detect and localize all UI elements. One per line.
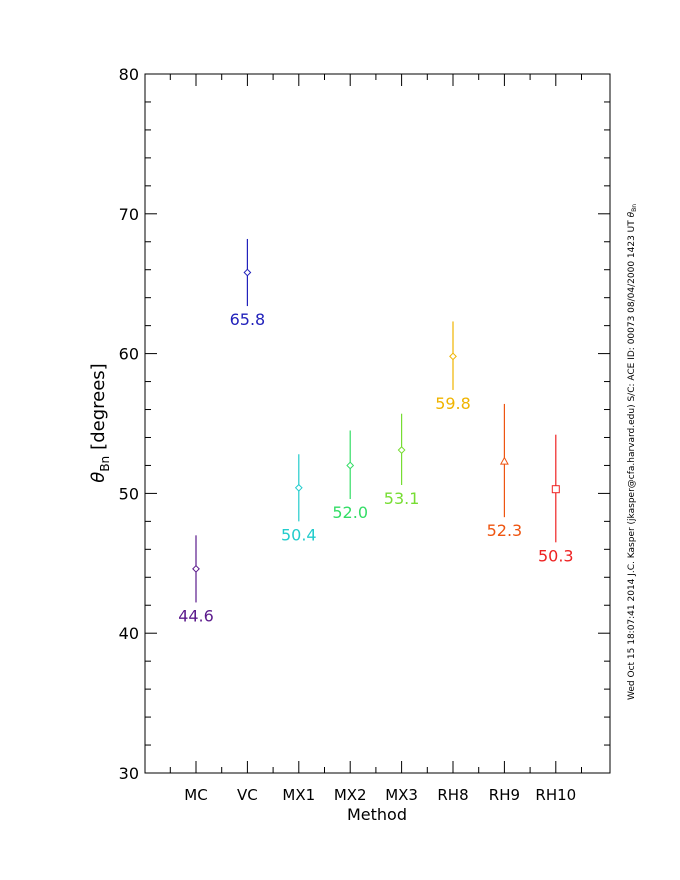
axes: 30 40 50 60 70 80 MC VC MX1 MX2 MX3 RH8 RH9 RH10	[119, 65, 610, 804]
x-tick-label-vc: VC	[237, 786, 258, 804]
x-tick-label-rh8: RH8	[437, 786, 468, 804]
y-tick-label: 40	[119, 624, 139, 643]
x-tick-label-rh10: RH10	[535, 786, 576, 804]
data-label-mx1: 50.4	[281, 525, 317, 544]
y-axis-label: θBn [degrees]	[88, 363, 112, 482]
y-tick-label: 50	[119, 484, 139, 503]
data-label-mx2: 52.0	[332, 503, 368, 522]
data-point-rh10	[551, 485, 560, 494]
data-marks: 44.6 65.8 50.4 52.0 53.1 59.8 52.3 50.3	[178, 238, 574, 625]
y-tick-label: 70	[119, 205, 139, 224]
data-point-mx2	[346, 461, 355, 470]
y-axis-label-units: [degrees]	[88, 363, 109, 450]
x-tick-label-mx2: MX2	[334, 786, 367, 804]
y-axis-label-subscript: Bn	[98, 456, 112, 472]
data-point-rh9	[499, 456, 509, 465]
data-point-mx3	[397, 446, 406, 454]
plot-frame	[144, 73, 611, 774]
data-label-mc: 44.6	[178, 606, 214, 625]
y-tick-label: 30	[119, 764, 139, 783]
data-point-rh8	[449, 352, 457, 361]
data-point-mc	[192, 564, 200, 573]
y-tick-label: 60	[119, 345, 139, 364]
side-annotation: Wed Oct 15 18:07:41 2014 J.C. Kasper (jk…	[627, 204, 638, 700]
side-annotation-symbol: θ	[627, 211, 637, 217]
x-tick-label-mc: MC	[184, 786, 207, 804]
data-label-vc: 65.8	[230, 310, 266, 329]
x-tick-label-rh9: RH9	[489, 786, 520, 804]
x-tick-label-mx1: MX1	[282, 786, 315, 804]
data-point-mx1	[294, 483, 303, 492]
side-annotation-subscript: Bn	[631, 204, 638, 212]
data-label-rh10: 50.3	[538, 546, 574, 565]
x-axis-label: Method	[347, 805, 407, 824]
data-label-mx3: 53.1	[384, 489, 420, 508]
side-annotation-text: Wed Oct 15 18:07:41 2014 J.C. Kasper (jk…	[627, 217, 637, 700]
y-tick-label: 80	[119, 65, 139, 84]
y-axis-label-symbol: θ	[88, 472, 109, 483]
x-tick-label-mx3: MX3	[385, 786, 418, 804]
data-label-rh8: 59.8	[435, 394, 471, 413]
data-point-vc	[243, 268, 252, 277]
data-label-rh9: 52.3	[487, 521, 523, 540]
